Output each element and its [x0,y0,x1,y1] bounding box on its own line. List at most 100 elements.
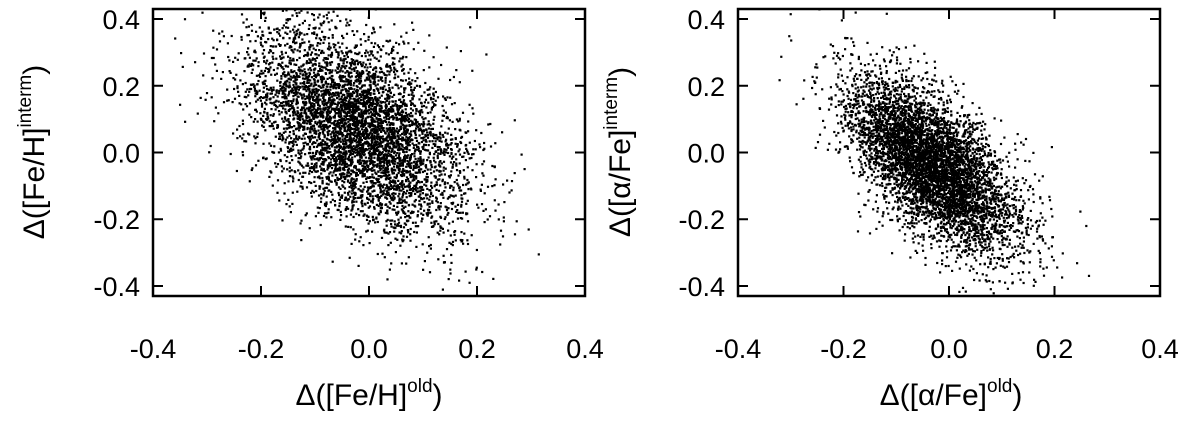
scatter-point [331,131,334,134]
scatter-point [284,87,287,90]
scatter-point [227,55,230,59]
scatter-point [422,139,425,142]
scatter-point [262,49,266,52]
scatter-point [352,195,355,198]
scatter-point [285,127,288,130]
scatter-point [355,107,358,110]
scatter-point [351,141,354,144]
scatter-point [446,132,449,135]
scatter-point [371,195,374,198]
scatter-point [403,222,406,225]
scatter-point [329,201,332,204]
scatter-point [421,170,425,174]
scatter-point [442,135,445,138]
scatter-point [377,146,380,149]
scatter-point [300,125,303,128]
scatter-point [338,155,341,158]
scatter-point [338,154,341,157]
scatter-point [339,77,342,80]
scatter-point [443,148,446,151]
scatter-point [264,67,268,70]
scatter-point [305,186,309,189]
scatter-point [409,212,412,215]
scatter-point [320,193,323,196]
scatter-point [346,51,349,54]
scatter-point [358,137,361,140]
scatter-point [368,112,371,115]
scatter-point [359,43,363,46]
scatter-point [412,146,415,149]
scatter-point [402,206,405,210]
scatter-point [412,166,416,169]
scatter-point [426,168,429,171]
scatter-point [323,204,327,207]
scatter-point [333,81,336,85]
scatter-point [208,151,211,154]
scatter-point [456,203,460,206]
scatter-point [395,188,398,191]
scatter-point [352,84,355,87]
scatter-point [352,200,355,203]
scatter-point [372,110,376,113]
scatter-point [333,121,336,124]
scatter-point [355,120,358,123]
scatter-point [382,147,385,150]
scatter-point [360,128,364,131]
scatter-point [325,144,329,147]
scatter-point [295,73,298,76]
scatter-point [350,184,353,187]
scatter-point [439,137,442,140]
scatter-point [415,181,418,184]
scatter-point [387,65,390,68]
scatter-point [398,104,401,108]
scatter-point [372,108,375,111]
scatter-point [367,71,370,74]
scatter-point [292,80,295,83]
scatter-point [373,169,376,172]
scatter-point [252,64,255,67]
scatter-point [426,88,429,91]
scatter-point [377,212,380,215]
scatter-point [342,176,345,179]
scatter-point [318,49,321,52]
scatter-point [385,224,388,227]
scatter-point [333,200,336,203]
scatter-point [385,65,388,68]
scatter-point [330,51,334,54]
scatter-point [381,190,384,193]
scatter-point [283,86,286,89]
scatter-point [451,220,454,223]
scatter-point [419,113,422,117]
scatter-point [344,225,347,228]
scatter-point [327,133,330,136]
scatter-point [359,38,362,41]
scatter-point [290,48,293,51]
scatter-point [358,214,361,217]
scatter-point [355,151,358,154]
scatter-point [438,146,441,149]
scatter-point [393,144,396,148]
scatter-point [352,178,355,181]
scatter-point [221,30,224,33]
scatter-point [429,124,432,127]
scatter-point [349,146,352,149]
scatter-point [341,59,344,62]
scatter-point [466,242,470,246]
scatter-point [376,193,379,197]
scatter-point [405,201,408,204]
scatter-point [259,36,262,39]
scatter-point [303,95,306,98]
scatter-point [367,189,370,192]
scatter-point [384,81,387,84]
scatter-point [414,221,417,224]
scatter-point [271,184,274,187]
scatter-point [258,89,261,92]
scatter-point [252,59,255,62]
scatter-point [322,129,325,132]
scatter-point [382,160,385,163]
scatter-point [371,77,374,80]
scatter-point [289,63,292,66]
scatter-point [295,12,298,15]
scatter-point [305,102,308,105]
scatter-point [418,149,421,153]
